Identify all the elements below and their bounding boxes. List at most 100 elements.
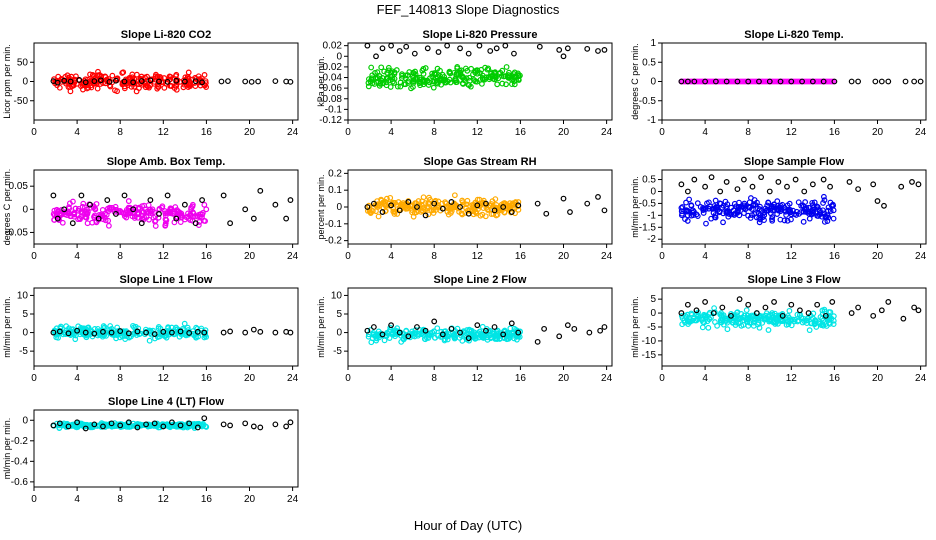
x-tick-label: 24 xyxy=(915,127,927,138)
reference-point xyxy=(250,423,257,430)
data-point xyxy=(151,209,157,215)
y-tick-label: 1 xyxy=(650,38,656,49)
x-axis-label: Hour of Day (UTC) xyxy=(414,518,522,533)
y-tick-label: -0.08 xyxy=(319,94,342,105)
reference-point xyxy=(777,78,784,85)
chart-panel-3: Slope Li-820 Temp. degrees C per min. 0 4 8 1… xyxy=(630,29,927,138)
data-point xyxy=(453,71,460,77)
data-point xyxy=(443,200,449,207)
x-tick-label: 0 xyxy=(31,494,37,505)
x-tick-label: 0 xyxy=(31,127,37,138)
reference-point xyxy=(483,200,489,207)
data-point xyxy=(80,329,87,336)
data-point xyxy=(433,77,440,84)
data-point xyxy=(365,83,372,90)
data-point xyxy=(125,82,131,88)
data-point xyxy=(432,334,439,341)
reference-point xyxy=(915,307,922,314)
data-point xyxy=(486,76,493,83)
reference-point xyxy=(601,207,608,214)
reference-point xyxy=(691,176,698,183)
x-tick-label: 8 xyxy=(431,127,437,138)
reference-point xyxy=(556,333,563,340)
data-point xyxy=(751,197,758,203)
reference-point xyxy=(177,328,184,335)
reference-point xyxy=(414,204,420,210)
data-point xyxy=(188,206,194,212)
data-point xyxy=(410,330,416,337)
chart-panel-2: Slope Li-820 Pressure kPa per min. 0 4 8 12 16… xyxy=(316,29,613,138)
data-point xyxy=(406,69,413,75)
reference-point xyxy=(112,211,119,217)
reference-point xyxy=(121,192,128,199)
reference-point xyxy=(827,183,833,190)
x-tick-label: 20 xyxy=(872,373,884,384)
reference-point xyxy=(500,204,507,210)
data-point xyxy=(81,204,88,211)
reference-point xyxy=(595,194,601,200)
data-point xyxy=(430,78,437,85)
x-tick-label: 20 xyxy=(872,127,884,138)
reference-point xyxy=(684,78,691,85)
data-point xyxy=(121,85,128,92)
reference-point xyxy=(797,307,803,314)
data-point xyxy=(411,209,418,216)
plot-frame xyxy=(661,169,927,245)
data-point xyxy=(458,210,465,217)
data-point xyxy=(423,334,430,341)
reference-point xyxy=(465,50,472,57)
data-point xyxy=(474,78,480,85)
data-point xyxy=(735,315,742,322)
reference-point xyxy=(242,420,249,427)
x-tick-label: 24 xyxy=(287,127,299,138)
reference-point xyxy=(584,45,591,52)
reference-point xyxy=(151,331,158,337)
reference-point xyxy=(370,200,377,207)
reference-point xyxy=(491,324,498,330)
reference-point xyxy=(534,338,541,345)
y-tick-label: -0.5 xyxy=(639,96,657,107)
data-point xyxy=(151,80,158,87)
data-point xyxy=(398,338,405,345)
reference-point xyxy=(678,181,685,188)
x-tick-label: 8 xyxy=(117,127,123,138)
reference-point xyxy=(541,325,548,332)
x-tick-label: 20 xyxy=(244,494,256,505)
data-point xyxy=(108,325,115,332)
reference-point xyxy=(439,331,446,338)
reference-point xyxy=(97,77,104,84)
data-point xyxy=(405,80,412,86)
data-point xyxy=(154,331,161,338)
y-tick-label: -0.5 xyxy=(639,198,657,209)
reference-point xyxy=(242,329,249,336)
data-point xyxy=(105,217,112,224)
data-point xyxy=(718,310,724,316)
chart-panel-4: Slope Amb. Box Temp. degrees C per min. 0 4… xyxy=(2,156,299,262)
data-point xyxy=(813,324,820,330)
reference-point xyxy=(693,307,700,314)
data-point xyxy=(781,204,788,211)
chart-panel-1: Slope Li-820 CO2 Licor ppm per min. 0 4 8 12 1… xyxy=(2,29,299,138)
reference-point xyxy=(134,328,141,335)
x-tick-label: 4 xyxy=(702,127,708,138)
x-tick-label: 20 xyxy=(558,251,570,262)
data-point xyxy=(830,313,837,320)
data-point xyxy=(368,339,375,346)
reference-point xyxy=(242,78,249,85)
reference-point xyxy=(130,206,137,213)
data-point xyxy=(770,203,777,210)
x-tick-label: 8 xyxy=(431,373,437,384)
reference-point xyxy=(74,419,81,426)
data-point xyxy=(420,81,427,88)
reference-point xyxy=(855,304,862,311)
data-point xyxy=(94,85,101,92)
data-point xyxy=(785,319,792,325)
data-point xyxy=(771,206,778,213)
data-point xyxy=(187,211,194,218)
x-tick-label: 20 xyxy=(244,251,256,262)
reference-point xyxy=(515,329,522,336)
data-point xyxy=(711,309,718,316)
y-axis-label: ml/min per min. xyxy=(630,296,640,358)
chart-panel-8: Slope Line 2 Flow ml/min per min. 0 4 8 12 16 2… xyxy=(316,274,613,384)
reference-point xyxy=(396,329,403,336)
